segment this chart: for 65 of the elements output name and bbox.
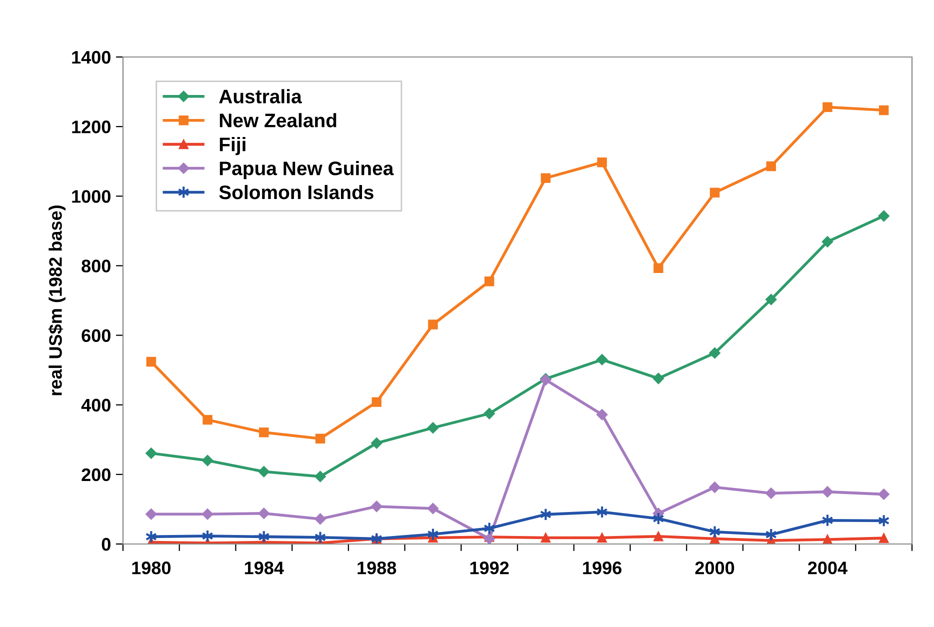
y-tick-label: 0 xyxy=(102,538,110,551)
point xyxy=(652,372,664,384)
point xyxy=(878,105,889,116)
point xyxy=(314,530,326,544)
point xyxy=(202,414,212,425)
point xyxy=(314,470,326,482)
point xyxy=(878,210,890,222)
legend-label: Fiji xyxy=(220,137,246,156)
point xyxy=(259,427,269,438)
point xyxy=(315,434,326,444)
point xyxy=(822,102,832,112)
point xyxy=(484,276,494,286)
point xyxy=(654,263,664,274)
point xyxy=(766,294,777,306)
point xyxy=(540,173,551,183)
point xyxy=(427,502,439,514)
point xyxy=(146,508,157,520)
x-tick-label: 1980 xyxy=(132,562,171,574)
y-tick-label: 1200 xyxy=(72,120,110,134)
x-tick-label: 2000 xyxy=(695,562,734,574)
point xyxy=(202,454,214,466)
y-tick-label: 600 xyxy=(82,329,110,342)
point xyxy=(822,486,834,498)
point xyxy=(597,158,607,168)
legend-label: Australia xyxy=(219,89,302,104)
point xyxy=(596,408,608,420)
point xyxy=(709,482,720,493)
point xyxy=(709,347,720,359)
point xyxy=(597,532,607,543)
point xyxy=(371,500,382,512)
x-tick-label: 1992 xyxy=(470,562,509,574)
point xyxy=(540,532,551,543)
point xyxy=(822,236,834,248)
point xyxy=(372,397,382,407)
y-tick-label: 800 xyxy=(82,260,110,272)
point xyxy=(427,422,439,434)
point xyxy=(146,356,156,367)
point xyxy=(766,161,776,172)
x-tick-label: 2004 xyxy=(808,562,848,574)
point xyxy=(878,533,889,543)
point xyxy=(822,534,832,544)
y-tick-label: 1400 xyxy=(72,50,110,64)
point xyxy=(484,408,495,420)
point xyxy=(314,513,326,525)
x-tick-label: 1984 xyxy=(244,562,284,574)
y-tick-label: 200 xyxy=(82,468,110,482)
point xyxy=(710,188,720,198)
point xyxy=(596,354,608,366)
x-tick-label: 1988 xyxy=(358,562,396,574)
point xyxy=(371,438,382,449)
legend-label: Papua New Guinea xyxy=(220,160,394,180)
point xyxy=(258,508,270,519)
y-axis-title: real US$m (1982 base) xyxy=(48,206,66,396)
point xyxy=(428,320,438,330)
legend-label: New Zealand xyxy=(220,113,336,128)
x-tick-label: 1996 xyxy=(583,562,622,574)
point xyxy=(258,466,270,478)
point xyxy=(202,508,214,520)
point xyxy=(766,488,777,499)
y-tick-label: 400 xyxy=(81,398,110,412)
point xyxy=(654,531,664,542)
y-tick-label: 1000 xyxy=(72,190,110,203)
point xyxy=(878,488,890,500)
point xyxy=(146,448,157,459)
legend-label: Solomon Islands xyxy=(219,184,374,200)
